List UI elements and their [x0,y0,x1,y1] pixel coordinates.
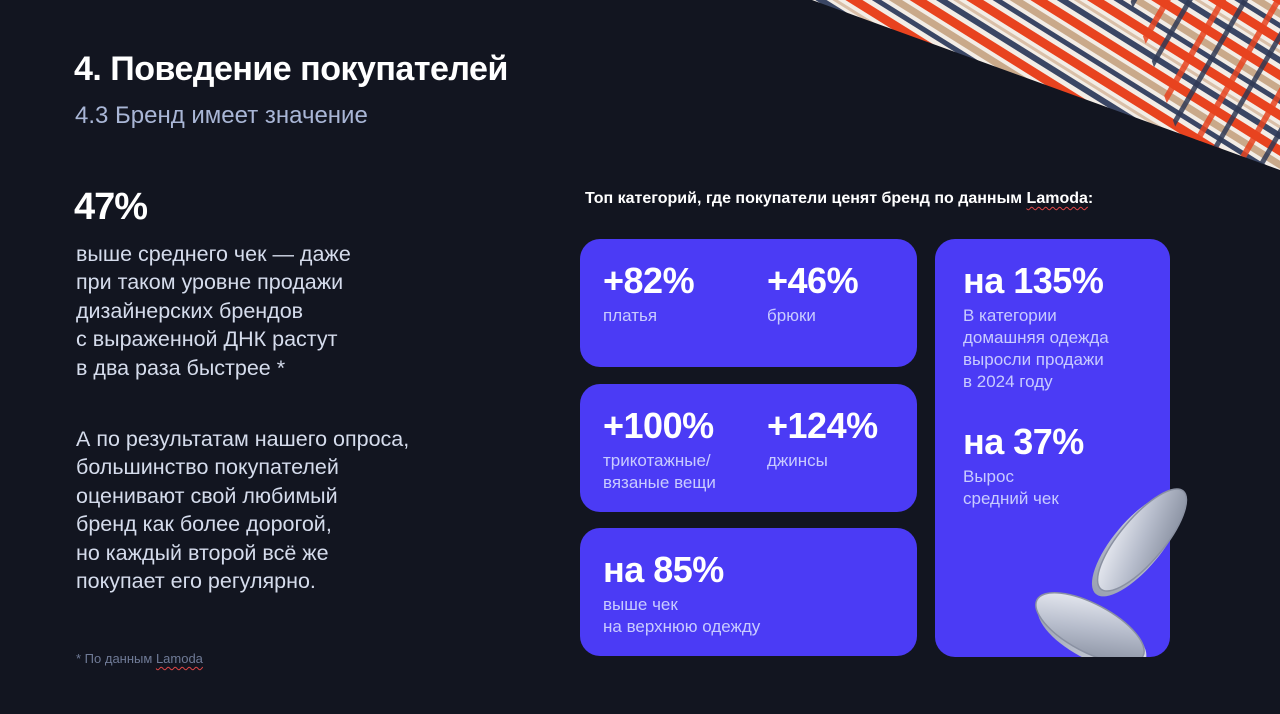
stat-avg-check: на 37% Вырос средний чек [963,422,1084,510]
stat-avg-check-label: Вырос средний чек [963,467,1059,508]
card-knitwear-jeans: +100% трикотажные/ вязаные вещи +124% дж… [580,384,917,512]
stat-description: выше среднего чек — даже при таком уровн… [76,242,351,380]
page-subtitle: 4.3 Бренд имеет значение [75,102,368,129]
stat-knitwear: +100% трикотажные/ вязаные вещи [603,406,716,494]
stat-outerwear-value: на 85% [603,549,724,590]
stat-dresses-value: +82% [603,260,695,301]
stat-dresses: +82% платья [603,260,695,327]
footnote-brand: Lamoda [155,651,203,666]
stat-trousers-label: брюки [767,306,816,325]
footnote: * По данным Lamoda [76,651,203,666]
card-homewear-avg-check: на 135% В категории домашняя одежда выро… [935,239,1170,657]
stat-avg-check-value: на 37% [963,421,1084,462]
stat-dresses-label: платья [603,306,658,325]
stat-outerwear: на 85% выше чек на верхнюю одежду [603,550,760,638]
categories-heading-text: Топ категорий, где покупатели ценят брен… [585,190,1027,207]
stat-knitwear-value: +100% [603,405,714,446]
stat-jeans-label: джинсы [767,451,828,470]
page-title: 4. Поведение покупателей [74,50,508,88]
stat-jeans: +124% джинсы [767,406,878,472]
footnote-prefix: * По данным [76,651,156,666]
stat-homewear-value: на 135% [963,260,1104,301]
stat-47-percent: 47% [74,186,148,228]
stat-trousers: +46% брюки [767,260,859,327]
stat-outerwear-label: выше чек на верхнюю одежду [603,595,761,636]
categories-heading: Топ категорий, где покупатели ценят брен… [585,190,1093,208]
stat-homewear-label: В категории домашняя одежда выросли прод… [963,306,1109,391]
stat-homewear: на 135% В категории домашняя одежда выро… [963,261,1109,393]
categories-heading-colon: : [1087,190,1094,207]
card-dresses-trousers: +82% платья +46% брюки [580,239,917,367]
card-outerwear: на 85% выше чек на верхнюю одежду [580,528,917,656]
survey-paragraph: А по результатам нашего опроса, большинс… [76,427,410,594]
stat-trousers-value: +46% [767,260,859,301]
categories-heading-brand: Lamoda [1026,190,1088,207]
stat-jeans-value: +124% [767,405,878,446]
stat-knitwear-label: трикотажные/ вязаные вещи [603,451,716,492]
